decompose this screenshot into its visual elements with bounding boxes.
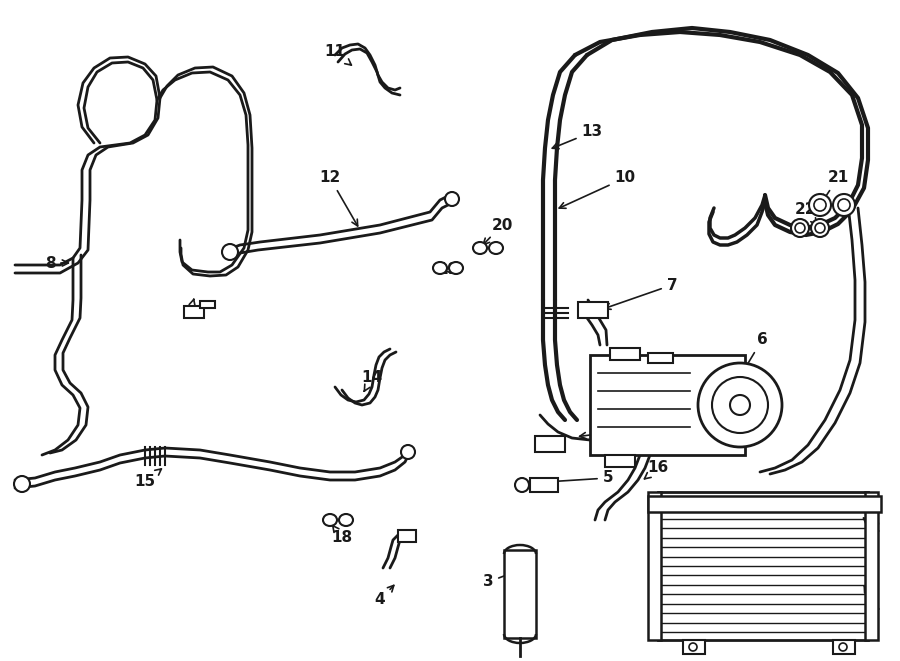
Circle shape [689,643,697,651]
Text: 2: 2 [863,518,880,535]
Text: 4: 4 [374,586,394,607]
Bar [648,492,661,640]
Bar [200,301,215,308]
Text: 9: 9 [184,299,195,321]
Text: 11: 11 [325,44,351,65]
Circle shape [809,194,831,216]
Bar [605,455,635,467]
Text: 13: 13 [553,124,603,149]
Bar [184,306,204,318]
Circle shape [445,192,459,206]
Bar [578,302,608,318]
Bar [648,496,881,512]
Circle shape [401,445,415,459]
Bar [683,640,705,654]
Circle shape [712,377,768,433]
Circle shape [222,244,238,260]
Text: 19: 19 [437,262,459,278]
Bar [398,530,416,542]
Text: 18: 18 [331,525,353,545]
Ellipse shape [449,262,463,274]
Bar [648,353,673,363]
Circle shape [791,219,809,237]
Circle shape [811,219,829,237]
Text: 12: 12 [320,171,357,226]
Text: 21: 21 [823,171,849,201]
Circle shape [730,395,750,415]
Circle shape [839,643,847,651]
Bar [530,478,558,492]
Bar [865,492,878,640]
Bar [658,492,868,640]
Text: 10: 10 [559,171,635,208]
Ellipse shape [489,242,503,254]
Text: 17: 17 [580,405,766,439]
Bar [504,550,536,638]
Text: 16: 16 [644,461,669,479]
Ellipse shape [473,242,487,254]
Text: 3: 3 [482,571,516,590]
Ellipse shape [323,514,337,526]
Ellipse shape [433,262,447,274]
Bar [610,348,640,360]
Text: 5: 5 [550,471,613,485]
Circle shape [814,199,826,211]
Circle shape [838,199,850,211]
Bar [535,436,565,452]
Text: 14: 14 [362,371,382,391]
Circle shape [815,223,825,233]
Circle shape [833,194,855,216]
Ellipse shape [339,514,353,526]
Text: 8: 8 [45,256,68,270]
Text: 1: 1 [864,586,880,613]
Circle shape [795,223,805,233]
Text: 20: 20 [483,217,513,245]
Circle shape [515,478,529,492]
Text: 6: 6 [737,332,768,381]
Text: 22: 22 [794,202,817,225]
Bar [833,640,855,654]
Circle shape [14,476,30,492]
Bar [590,355,745,455]
Text: 15: 15 [134,469,161,490]
Circle shape [698,363,782,447]
Text: 7: 7 [605,278,678,309]
